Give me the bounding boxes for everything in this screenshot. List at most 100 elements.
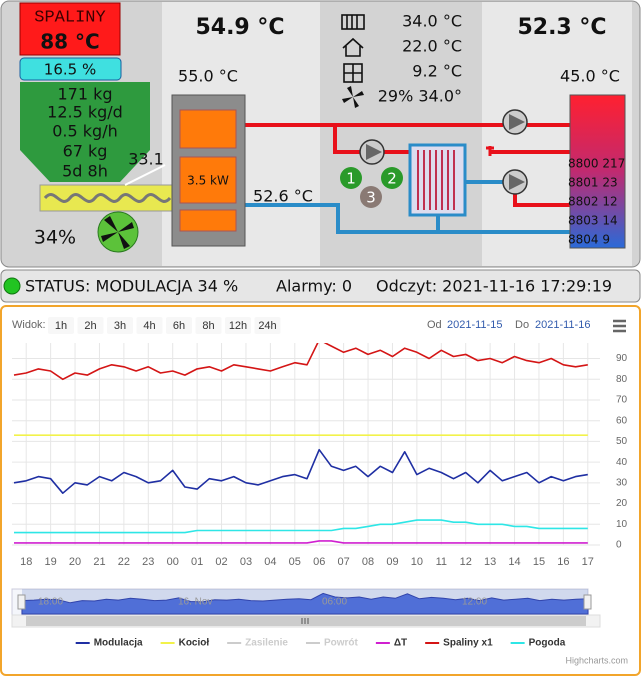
range-button[interactable]: 12h: [229, 320, 247, 332]
legend-label[interactable]: Modulacja: [94, 638, 143, 649]
legend-item[interactable]: Spaliny x1: [425, 638, 493, 649]
y-tick-label: 40: [616, 457, 628, 468]
navigator-handle[interactable]: [17, 594, 26, 610]
x-tick-label: 23: [142, 556, 154, 568]
x-tick-label: 13: [484, 556, 496, 568]
scrollbar-grip: [301, 618, 309, 624]
y-tick-label: 80: [616, 374, 628, 385]
auger: [43, 193, 172, 203]
to-date[interactable]: 2021-11-16: [535, 319, 590, 331]
x-tick-label: 00: [167, 556, 179, 568]
range-button-bg[interactable]: [166, 317, 192, 334]
legend-item[interactable]: Modulacja: [75, 638, 143, 649]
series-line: [13, 343, 588, 381]
range-button[interactable]: 8h: [202, 320, 214, 332]
alarms: Alarmy: 0: [276, 277, 352, 296]
legend-item[interactable]: Zasilenie: [227, 638, 288, 649]
menu-button[interactable]: [613, 319, 626, 333]
counter: 8801 23: [568, 176, 618, 190]
legend-label[interactable]: ΔT: [394, 638, 407, 649]
y-tick-label: 90: [616, 353, 628, 364]
history-chart: Highcharts.com Widok: 1h 2h 3h 4h 6h 8h 12h 24h O…: [0, 305, 641, 676]
legend-item[interactable]: Pogoda: [510, 638, 566, 649]
legend-item[interactable]: Kocioł: [160, 638, 210, 649]
heat-exchanger: [408, 143, 467, 217]
range-button-bg[interactable]: [225, 317, 251, 334]
series-line: [14, 519, 588, 534]
counter: 8800 217: [568, 157, 625, 171]
fan-blades: [101, 216, 134, 249]
series-line: [13, 448, 588, 494]
legend-label[interactable]: Powrót: [324, 638, 359, 649]
navigator-mask[interactable]: [22, 589, 588, 615]
feeder-pointer: [124, 164, 166, 186]
legend-item[interactable]: Powrót: [305, 638, 359, 649]
x-tick-label: 07: [338, 556, 350, 568]
x-tick-label: 01: [191, 556, 203, 568]
heating-value: 22.0 °C: [402, 37, 462, 56]
fuel-stat: 0.5 kg/h: [52, 122, 117, 141]
pump: [502, 169, 528, 195]
range-button[interactable]: 3h: [114, 320, 126, 332]
chart-frame: [0, 305, 641, 676]
x-tick-label: 06: [313, 556, 325, 568]
to-label: Do: [515, 319, 529, 331]
range-button-bg[interactable]: [254, 317, 281, 334]
navigator-label: 18:00: [38, 597, 63, 608]
range-button[interactable]: 6h: [173, 320, 185, 332]
range-button-bg[interactable]: [136, 317, 163, 334]
y-tick-label: 70: [616, 395, 628, 406]
flue-box: [19, 2, 121, 56]
legend-label[interactable]: Pogoda: [529, 638, 566, 649]
y-tick-label: 60: [616, 415, 628, 426]
range-button-bg[interactable]: [77, 317, 104, 334]
fuel-stat: 171 kg: [57, 85, 112, 104]
y-tick-label: 20: [616, 498, 628, 509]
status-bar: [0, 269, 641, 303]
fuel-stat: 5d 8h: [62, 162, 108, 181]
return-temp: 52.6 °C: [253, 187, 313, 206]
heating-icons: [341, 14, 365, 83]
boiler-chamber: [179, 209, 237, 232]
pump: [502, 109, 528, 135]
boiler-power: 3.5 kW: [187, 174, 229, 188]
circuit-number: 3: [366, 189, 376, 207]
dhw-temp: 52.3 °C: [517, 15, 606, 40]
range-button[interactable]: 1h: [55, 320, 67, 332]
status-text: STATUS: MODULACJA 34 %: [25, 277, 238, 296]
navigator-label: 16. Nov: [178, 597, 212, 608]
legend-label[interactable]: Spaliny x1: [443, 638, 493, 649]
counter: 8803 14: [568, 214, 618, 228]
legend-label[interactable]: Kocioł: [179, 638, 210, 649]
y-tick-label: 30: [616, 477, 628, 488]
navigator-handle[interactable]: [583, 594, 592, 610]
x-tick-label: 22: [118, 556, 130, 568]
circuit-number: 2: [387, 170, 397, 188]
legend-item[interactable]: ΔT: [375, 638, 407, 649]
x-tick-label: 18: [20, 556, 32, 568]
range-button-bg[interactable]: [48, 317, 74, 334]
fuel-stat: 12.5 kg/d: [47, 103, 123, 122]
range-button[interactable]: 2h: [84, 320, 96, 332]
reading-time: Odczyt: 2021-11-16 17:29:19: [376, 277, 612, 296]
x-tick-label: 03: [240, 556, 252, 568]
heating-value: 34.0 °C: [402, 12, 462, 31]
range-button[interactable]: 24h: [258, 320, 276, 332]
x-tick-label: 05: [289, 556, 301, 568]
circuit-number: 1: [346, 170, 356, 188]
range-button-bg[interactable]: [107, 317, 133, 334]
legend-label[interactable]: Zasilenie: [245, 638, 288, 649]
range-button[interactable]: 4h: [143, 320, 155, 332]
range-button-bg[interactable]: [195, 317, 222, 334]
navigator-label: 12:00: [462, 597, 487, 608]
scrollbar-thumb[interactable]: [26, 616, 586, 626]
x-tick-label: 02: [215, 556, 227, 568]
from-date[interactable]: 2021-11-15: [447, 319, 502, 331]
circuit-badge: [381, 167, 403, 189]
y-tick-label: 50: [616, 436, 628, 447]
y-tick-label: 10: [616, 519, 628, 530]
valve: [486, 146, 494, 156]
hopper: [20, 82, 150, 182]
range-label: Widok:: [12, 319, 46, 331]
x-tick-label: 14: [508, 556, 520, 568]
